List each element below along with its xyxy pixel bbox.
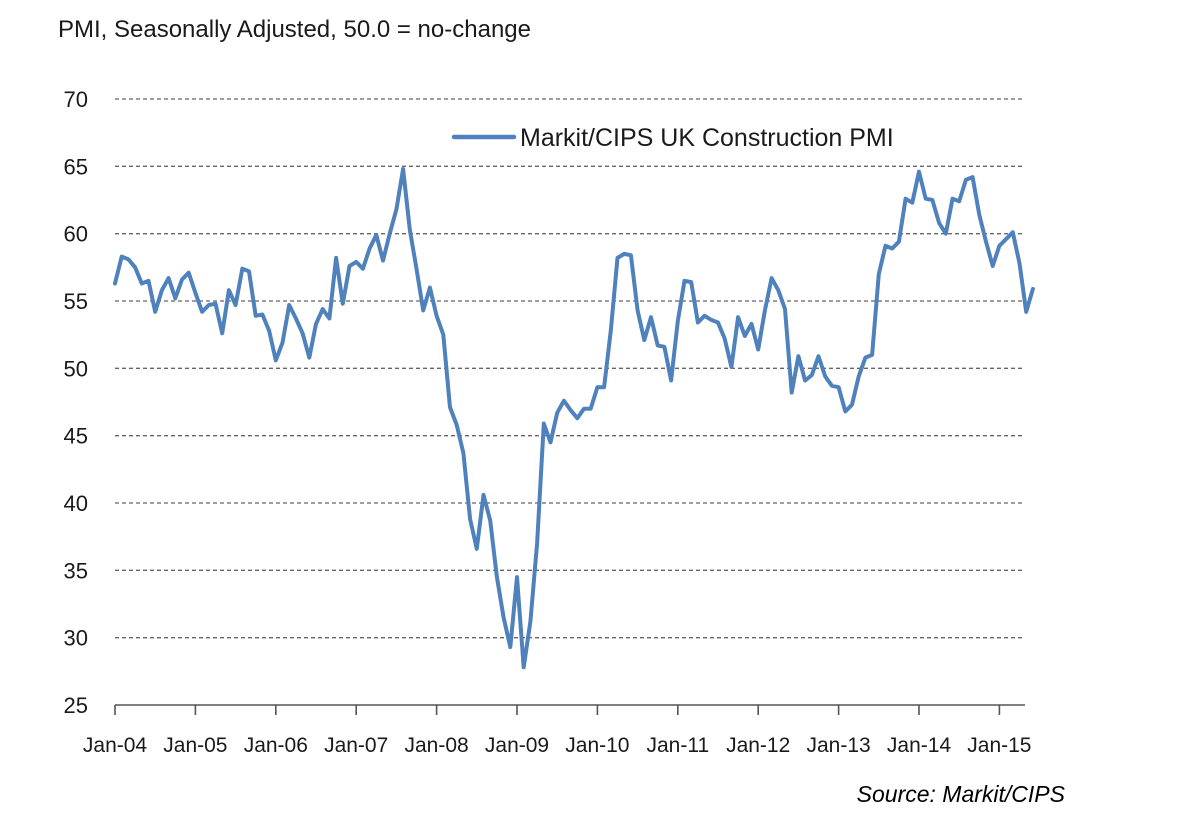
legend: Markit/CIPS UK Construction PMI [451, 124, 894, 152]
x-tick-label: Jan-11 [646, 734, 709, 757]
y-axis-tick-labels: 25 30 35 40 45 50 55 60 65 70 [64, 87, 88, 718]
x-tick-label: Jan-13 [806, 734, 870, 757]
x-tick-label: Jan-15 [967, 734, 1031, 757]
x-tick-label: Jan-06 [244, 734, 308, 757]
x-tick-label: Jan-10 [565, 734, 629, 757]
y-tick-label: 30 [64, 626, 88, 651]
x-tick-label: Jan-09 [485, 734, 549, 757]
y-tick-label: 55 [64, 289, 88, 314]
x-tick-label: Jan-04 [83, 734, 148, 757]
y-tick-label: 25 [64, 693, 88, 718]
x-tick-label: Jan-12 [726, 734, 790, 757]
gridlines [115, 98, 1025, 639]
y-tick-label: 70 [64, 87, 88, 112]
chart-subtitle: PMI, Seasonally Adjusted, 50.0 = no-chan… [58, 16, 531, 43]
x-tick-label: Jan-07 [324, 734, 388, 757]
series-layer [113, 167, 1035, 670]
y-tick-label: 50 [64, 356, 88, 381]
y-tick-label: 60 [64, 222, 88, 247]
x-tick-label: Jan-05 [163, 734, 227, 757]
series-line-construction-pmi [113, 167, 1035, 670]
x-axis: Jan-04 Jan-05 Jan-06 Jan-07 Jan-08 Jan-09 Jan-… [83, 704, 1032, 757]
legend-label: Markit/CIPS UK Construction PMI [520, 124, 894, 152]
y-tick-label: 45 [64, 424, 88, 449]
y-tick-label: 65 [64, 154, 88, 179]
y-tick-label: 35 [64, 558, 88, 583]
x-tick-label: Jan-08 [404, 734, 468, 757]
source-note: Source: Markit/CIPS [857, 781, 1066, 807]
x-tick-label: Jan-14 [887, 734, 952, 757]
y-tick-label: 40 [64, 491, 88, 516]
